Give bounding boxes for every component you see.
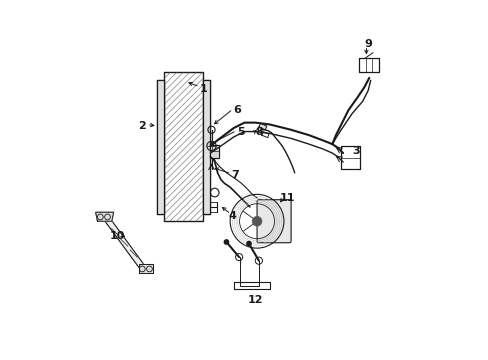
- Polygon shape: [96, 212, 113, 221]
- Text: 11: 11: [279, 193, 295, 203]
- Circle shape: [246, 242, 251, 246]
- Polygon shape: [258, 123, 266, 130]
- Polygon shape: [203, 80, 209, 214]
- Text: 1: 1: [199, 84, 207, 94]
- Text: 12: 12: [247, 295, 263, 305]
- Text: 4: 4: [227, 211, 235, 221]
- Polygon shape: [139, 264, 153, 273]
- Text: 3: 3: [351, 146, 359, 156]
- Circle shape: [224, 240, 228, 244]
- FancyBboxPatch shape: [257, 200, 290, 243]
- Text: 7: 7: [231, 170, 239, 180]
- Text: 6: 6: [233, 105, 241, 115]
- Text: 10: 10: [109, 231, 124, 240]
- Polygon shape: [101, 216, 147, 270]
- Polygon shape: [157, 80, 163, 214]
- Text: 9: 9: [364, 39, 371, 49]
- Polygon shape: [209, 145, 218, 158]
- Text: 2: 2: [138, 121, 146, 131]
- Text: 8: 8: [254, 127, 262, 136]
- Circle shape: [252, 216, 262, 226]
- Text: 5: 5: [237, 127, 244, 136]
